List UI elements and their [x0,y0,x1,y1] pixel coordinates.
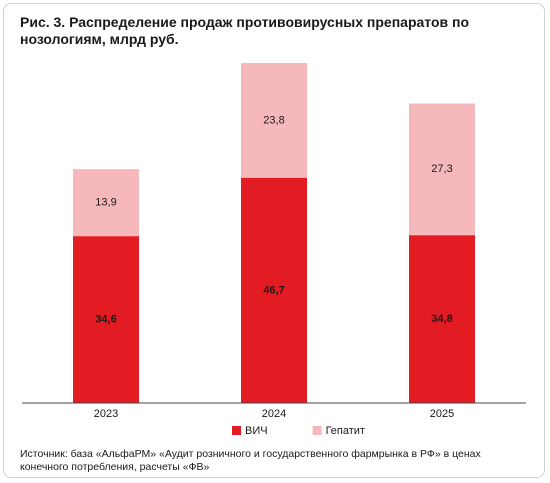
data-label: 34,8 [431,313,452,325]
bar-segment [73,236,139,403]
frame [3,3,545,478]
legend-swatch [232,426,241,435]
source-note: Источник: база «АльфаРМ» «Аудит рознично… [20,448,481,473]
data-label: 23,8 [263,114,284,126]
legend-label: Гепатит [326,425,365,437]
chart: 34,6 13,9 2023 46,7 23,8 2024 34,8 27,3 2025 ВИЧ Г… [22,63,526,437]
data-label: 46,7 [263,284,284,296]
legend-label: ВИЧ [245,425,268,437]
x-tick-label: 2025 [430,408,454,420]
bar-segment [241,177,307,403]
bar-segment [409,235,475,403]
legend-swatch [312,426,322,435]
data-label: 13,9 [95,197,116,209]
chart-title: Рис. 3. Распределение продаж противовиру… [20,14,470,47]
x-tick-label: 2023 [94,408,118,420]
data-label: 27,3 [431,163,452,175]
data-label: 34,6 [95,313,116,325]
bar-segment [73,169,139,237]
bar-segment [409,103,475,236]
bar-segment [241,63,307,178]
x-tick-label: 2024 [262,408,286,420]
